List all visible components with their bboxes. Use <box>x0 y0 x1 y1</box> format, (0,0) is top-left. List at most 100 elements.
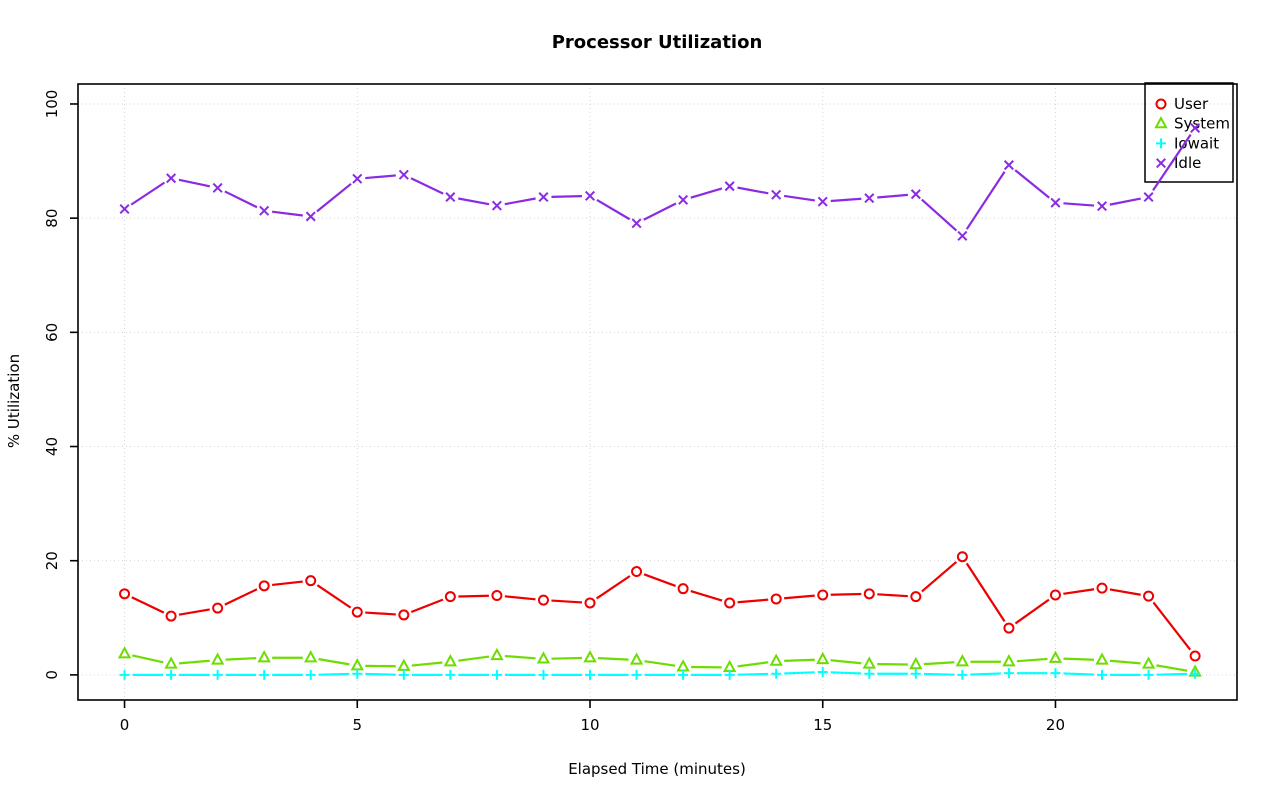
triangle-marker-icon <box>1095 652 1109 665</box>
x-marker-icon <box>119 204 130 215</box>
x-tick-label: 10 <box>580 716 599 734</box>
circle-marker-icon <box>1003 622 1015 634</box>
series-line-iowait <box>1156 672 1188 676</box>
series-line-user <box>504 595 536 601</box>
circle-marker-icon <box>165 610 177 622</box>
circle-marker-icon <box>817 589 829 601</box>
plot-frame <box>77 83 1238 701</box>
series-line-idle <box>130 181 166 206</box>
series-line-iowait <box>923 672 955 676</box>
x-tick-label: 0 <box>120 716 130 734</box>
y-tick-label: 100 <box>43 90 61 119</box>
series-line-system <box>1016 657 1048 663</box>
series-line-idle <box>316 182 352 213</box>
series-line-idle <box>643 202 677 221</box>
circle-marker-icon <box>1096 582 1108 594</box>
series-line-iowait <box>365 672 396 676</box>
series-line-user <box>921 561 958 593</box>
plus-marker-icon <box>1190 668 1201 679</box>
series-line-user <box>965 562 1006 622</box>
series-line-user <box>365 611 396 616</box>
legend-item-iowait: Iowait <box>1174 134 1219 152</box>
series-line-user <box>458 594 489 598</box>
x-marker-icon <box>491 200 502 211</box>
triangle-marker-icon <box>490 647 504 661</box>
plus-marker-icon <box>1143 669 1154 680</box>
x-marker-icon <box>1143 192 1154 203</box>
circle-marker-icon <box>1155 98 1167 110</box>
y-tick-label: 80 <box>43 209 61 228</box>
series-line-iowait <box>318 672 350 676</box>
x-marker-icon <box>352 173 363 184</box>
series-line-system <box>923 661 955 666</box>
plus-marker-icon <box>212 669 223 680</box>
y-tick-label: 0 <box>43 670 61 680</box>
triangle-marker-icon <box>1002 654 1016 667</box>
triangle-marker-icon <box>257 650 271 663</box>
x-marker-icon <box>166 173 177 184</box>
circle-marker-icon <box>119 588 131 600</box>
series-line-idle <box>271 210 303 217</box>
x-marker-icon <box>817 196 828 207</box>
triangle-marker-icon <box>816 651 830 665</box>
series-line-user <box>316 584 352 609</box>
series-line-idle <box>690 187 723 199</box>
triangle-marker-icon <box>1141 656 1156 669</box>
series-line-system <box>458 655 490 662</box>
triangle-marker-icon <box>117 646 132 659</box>
series-line-system <box>132 654 164 664</box>
series-line-idle <box>1014 169 1050 199</box>
x-marker-icon <box>538 192 549 203</box>
circle-marker-icon <box>258 580 270 592</box>
triangle-marker-icon <box>1048 650 1063 663</box>
legend-item-idle: Idle <box>1174 154 1201 172</box>
x-marker-icon <box>1050 197 1061 208</box>
x-marker-icon <box>1190 122 1201 133</box>
plus-marker-icon <box>1156 138 1166 149</box>
series-line-system <box>1063 657 1095 661</box>
triangle-marker-icon <box>536 651 551 664</box>
plus-marker-icon <box>491 669 502 680</box>
series-line-user <box>596 575 631 600</box>
series-line-idle <box>458 197 490 206</box>
triangle-marker-icon <box>164 656 178 669</box>
x-marker-icon <box>305 211 316 222</box>
plus-marker-icon <box>1097 669 1108 680</box>
triangle-marker-icon <box>304 650 318 663</box>
circle-marker-icon <box>1189 650 1201 662</box>
circle-marker-icon <box>724 597 736 609</box>
y-tick-label: 40 <box>43 437 61 456</box>
circle-marker-icon <box>537 594 549 606</box>
series-line-idle <box>365 174 396 180</box>
series-line-idle <box>830 197 862 203</box>
series-line-user <box>690 589 723 602</box>
series-line-idle <box>877 193 908 199</box>
series-line-iowait <box>737 672 769 676</box>
series-line-user <box>410 598 444 614</box>
series-line-system <box>1109 659 1141 665</box>
series-line-system <box>504 654 536 660</box>
x-marker-icon <box>259 205 270 216</box>
series-line-system <box>551 656 583 660</box>
series-line-idle <box>783 194 815 202</box>
circle-marker-icon <box>1143 590 1155 602</box>
series-line-user <box>224 588 258 606</box>
triangle-marker-icon <box>397 658 411 671</box>
series-line-user <box>1014 598 1050 625</box>
x-marker-icon <box>678 194 689 205</box>
series-line-user <box>737 598 769 604</box>
x-marker-icon <box>585 190 596 201</box>
triangle-marker-icon <box>769 653 783 666</box>
circle-marker-icon <box>1049 589 1061 601</box>
triangle-marker-icon <box>1154 116 1168 129</box>
circle-marker-icon <box>677 583 689 595</box>
series-line-system <box>1156 664 1188 672</box>
x-axis-label: Elapsed Time (minutes) <box>568 760 746 778</box>
x-marker-icon <box>910 189 921 200</box>
y-tick-label: 60 <box>43 323 61 342</box>
series-line-system <box>784 658 815 662</box>
series-line-system <box>225 657 257 661</box>
circle-marker-icon <box>491 590 503 602</box>
chart-title: Processor Utilization <box>551 32 763 53</box>
